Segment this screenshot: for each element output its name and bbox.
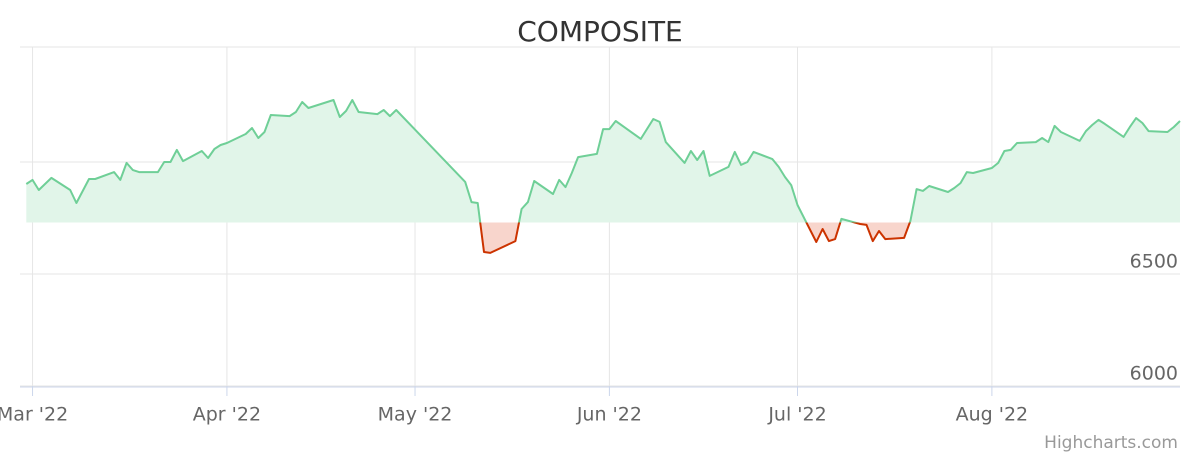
x-tick-label: Mar '22 <box>0 404 68 426</box>
x-tick-label: Jun '22 <box>576 404 642 426</box>
y-tick-label: 6000 <box>1130 363 1178 385</box>
line-positive <box>25 99 1181 223</box>
x-tick-label: Apr '22 <box>193 404 261 426</box>
credits: Highcharts.com <box>1044 433 1178 453</box>
x-tick-label: Aug '22 <box>956 404 1029 426</box>
y-tick-label: 6500 <box>1130 251 1178 273</box>
area-negative <box>26 222 1180 253</box>
chart-title: COMPOSITE <box>517 15 683 48</box>
x-tick-label: Jul '22 <box>767 404 826 426</box>
x-tick-label: May '22 <box>378 404 453 426</box>
area-positive <box>26 100 1180 223</box>
